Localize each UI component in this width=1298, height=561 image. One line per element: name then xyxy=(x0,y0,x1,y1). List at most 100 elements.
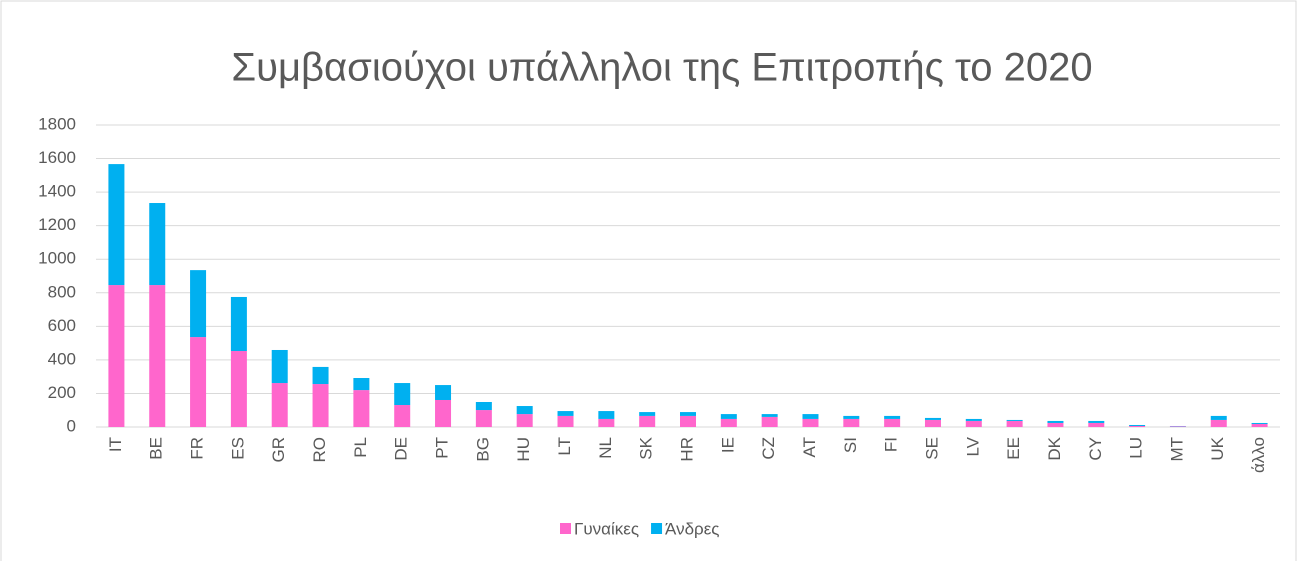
bar-segment xyxy=(1251,423,1268,427)
bar-segment xyxy=(230,296,247,351)
bar-segment xyxy=(680,412,696,416)
x-tick-label: SI xyxy=(841,437,860,453)
x-tick-label: IT xyxy=(106,437,125,452)
x-tick-label: PL xyxy=(351,437,370,458)
y-tick-label: 1600 xyxy=(38,148,76,167)
x-tick-label: CY xyxy=(1086,437,1105,461)
bar-segment xyxy=(598,418,615,427)
bar-segment xyxy=(639,412,656,416)
bar-segment xyxy=(435,385,452,400)
x-tick-label: UK xyxy=(1208,436,1227,460)
bar-segment xyxy=(884,418,901,427)
bar-segment xyxy=(108,285,125,427)
x-tick-label: SE xyxy=(922,437,941,460)
x-tick-label: AT xyxy=(800,437,819,457)
bar-segment xyxy=(516,414,533,427)
x-tick-label: DK xyxy=(1045,436,1064,460)
bar-segment xyxy=(761,416,778,427)
x-tick-label: GR xyxy=(269,437,288,463)
bar-segment xyxy=(884,415,901,419)
bar-segment xyxy=(1129,425,1146,427)
y-tick-label: 1400 xyxy=(38,182,76,201)
y-tick-label: 400 xyxy=(48,349,76,368)
x-tick-label: DE xyxy=(392,437,411,461)
x-tick-label: ES xyxy=(228,437,247,460)
x-tick-label: BE xyxy=(147,437,166,460)
bar-segment xyxy=(149,285,166,427)
x-tick-label: FR xyxy=(188,437,207,460)
legend-label: Άνδρες xyxy=(665,519,719,538)
legend-swatch xyxy=(560,523,571,534)
bar-segment xyxy=(353,390,370,427)
bar-segment xyxy=(1169,426,1186,427)
bar-segment xyxy=(435,399,452,427)
bar-segment xyxy=(190,270,207,338)
bar-segment xyxy=(965,420,982,427)
y-tick-label: 200 xyxy=(48,383,76,402)
bar-segment xyxy=(271,349,288,384)
x-tick-label: LU xyxy=(1127,437,1146,459)
x-tick-label: FI xyxy=(882,437,901,452)
x-tick-label: HR xyxy=(677,437,696,462)
y-tick-label: 1200 xyxy=(38,215,76,234)
x-tick-label: BG xyxy=(473,437,492,462)
bar-segment xyxy=(720,418,737,427)
bar-segment xyxy=(353,378,370,391)
bar-segment xyxy=(720,414,737,419)
x-tick-label: HU xyxy=(514,437,533,462)
bar-segment xyxy=(1210,415,1227,420)
bar-segment xyxy=(924,419,941,427)
bar-segment xyxy=(1006,420,1023,427)
x-tick-label: LT xyxy=(555,437,574,456)
bar-segment xyxy=(843,418,860,427)
bar-segment xyxy=(639,415,656,427)
bar-segment xyxy=(1006,419,1023,421)
x-tick-label: EE xyxy=(1004,437,1023,460)
bar-segment xyxy=(394,383,411,406)
bar-segment xyxy=(1088,420,1105,423)
bar-segment xyxy=(394,405,411,427)
bar-segment xyxy=(965,418,982,421)
y-tick-label: 600 xyxy=(48,316,76,335)
chart-title: Συμβασιούχοι υπάλληλοι της Επιτροπής το … xyxy=(231,46,1092,90)
bar-segment xyxy=(843,415,860,419)
bar-segment xyxy=(557,415,574,427)
bar-segment xyxy=(802,418,819,427)
x-tick-label: SK xyxy=(637,436,656,459)
bar-segment xyxy=(475,410,492,427)
bar-segment xyxy=(516,406,533,415)
bar-segment xyxy=(475,402,492,411)
x-tick-label: άλλο xyxy=(1249,437,1268,473)
y-tick-label: 1800 xyxy=(38,114,76,133)
bar-segment xyxy=(802,414,819,419)
bar-segment xyxy=(149,203,166,286)
x-tick-label: RO xyxy=(310,437,329,463)
bar-segment xyxy=(1129,424,1146,426)
legend-label: Γυναίκες xyxy=(574,519,639,538)
legend-swatch xyxy=(651,523,663,534)
bar-segment xyxy=(1210,419,1227,427)
bar-segment xyxy=(1047,420,1064,423)
bar-segment xyxy=(1088,422,1105,427)
x-tick-label: IE xyxy=(718,437,737,453)
bar-segment xyxy=(557,411,574,416)
x-tick-label: CZ xyxy=(759,437,778,460)
bar-segment xyxy=(761,414,778,417)
bar-segment xyxy=(190,337,207,427)
bar-segment xyxy=(230,350,247,427)
y-tick-label: 0 xyxy=(67,416,76,435)
bar-segment xyxy=(1047,422,1064,427)
x-tick-label: PT xyxy=(433,437,452,459)
bar-segment xyxy=(680,415,696,427)
bar-segment xyxy=(271,383,288,427)
x-tick-label: NL xyxy=(596,437,615,459)
y-tick-label: 1000 xyxy=(38,249,76,268)
x-tick-label: LV xyxy=(963,436,982,456)
y-tick-label: 800 xyxy=(48,282,76,301)
bar-segment xyxy=(108,164,125,286)
x-tick-label: MT xyxy=(1167,437,1186,462)
bar-segment xyxy=(1251,422,1268,424)
bar-segment xyxy=(924,417,941,420)
